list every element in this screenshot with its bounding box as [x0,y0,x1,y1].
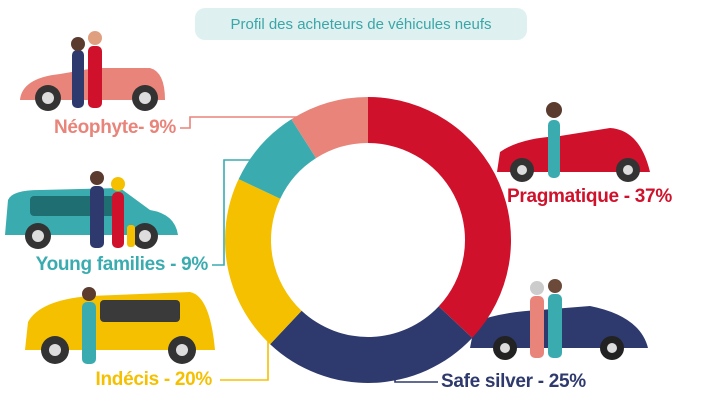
segment-value: 9% [181,254,208,275]
segment-value: 25% [549,371,587,392]
segment-value: 20% [175,369,213,390]
car-safe-silver [470,279,648,360]
donut-segment [238,119,317,199]
segment-value: 37% [635,186,673,207]
chart-title: Profil des acheteurs de véhicules neufs [231,16,492,33]
segment-name: Young families - [36,254,177,275]
car-neophyte [20,31,165,111]
segment-name: Indécis - [95,369,169,390]
segment-name: Safe silver - [441,371,544,392]
segment-name: Pragmatique - [507,186,630,207]
segment-label: Néophyte- 9% [54,117,176,138]
car-indecis [25,287,215,364]
donut-segment [224,179,302,345]
donut-segment [270,306,473,384]
segment-label: Indécis - 20% [95,369,212,390]
segment-value: 9% [149,117,176,138]
segment-label: Young families - 9% [36,254,209,275]
donut-segment [291,97,368,159]
title-pill [195,8,527,40]
car-young-families [5,171,178,249]
donut-segment [368,97,512,338]
car-pragmatique [497,102,650,182]
segment-label: Safe silver - 25% [441,371,586,392]
segment-name: Néophyte- [54,117,144,138]
segment-label: Pragmatique - 37% [507,186,672,207]
